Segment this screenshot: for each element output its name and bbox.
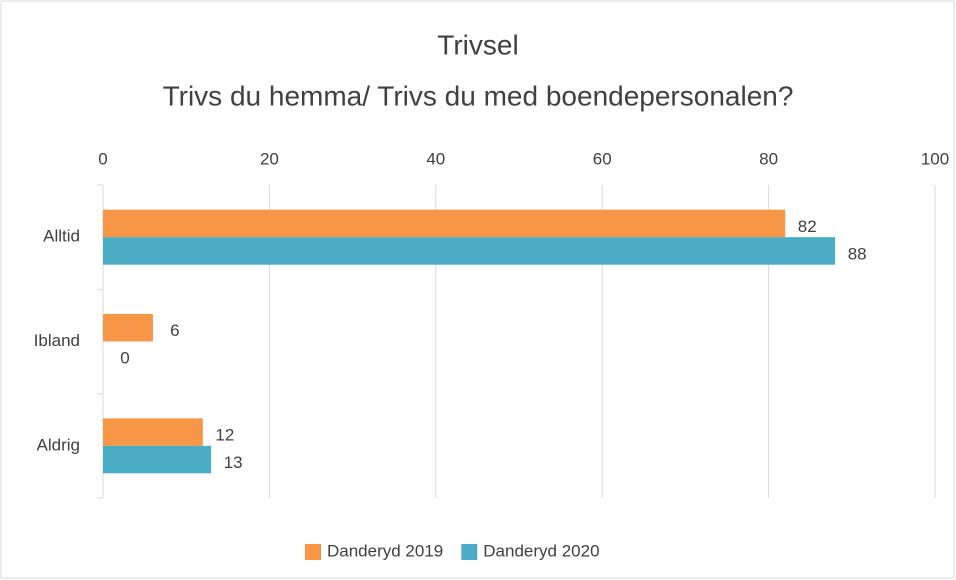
- legend-swatch: [305, 544, 321, 560]
- bar: [103, 418, 203, 446]
- y-tick-label: Ibland: [34, 331, 80, 350]
- legend-label: Danderyd 2019: [327, 541, 443, 560]
- x-tick-label: 0: [98, 149, 107, 168]
- legend-label: Danderyd 2020: [483, 541, 599, 560]
- bar: [103, 445, 212, 474]
- chart-subtitle: Trivs du hemma/ Trivs du med boendeperso…: [163, 80, 794, 111]
- x-tick-label: 100: [921, 149, 949, 168]
- data-label: 13: [224, 453, 243, 472]
- y-tick-label: Alltid: [43, 227, 80, 246]
- data-label: 0: [120, 349, 129, 368]
- bar: [103, 314, 153, 342]
- x-tick-label: 20: [260, 149, 279, 168]
- x-tick-label: 60: [593, 149, 612, 168]
- data-label: 12: [215, 426, 234, 445]
- x-tick-label: 40: [426, 149, 445, 168]
- data-label: 6: [170, 321, 179, 340]
- data-label: 88: [848, 244, 867, 263]
- bar: [103, 209, 786, 238]
- data-label: 82: [798, 217, 817, 236]
- x-tick-label: 80: [759, 149, 778, 168]
- bar: [103, 237, 836, 265]
- y-tick-label: Aldrig: [37, 435, 80, 454]
- legend-swatch: [461, 544, 478, 560]
- chart-title: Trivsel: [437, 29, 518, 60]
